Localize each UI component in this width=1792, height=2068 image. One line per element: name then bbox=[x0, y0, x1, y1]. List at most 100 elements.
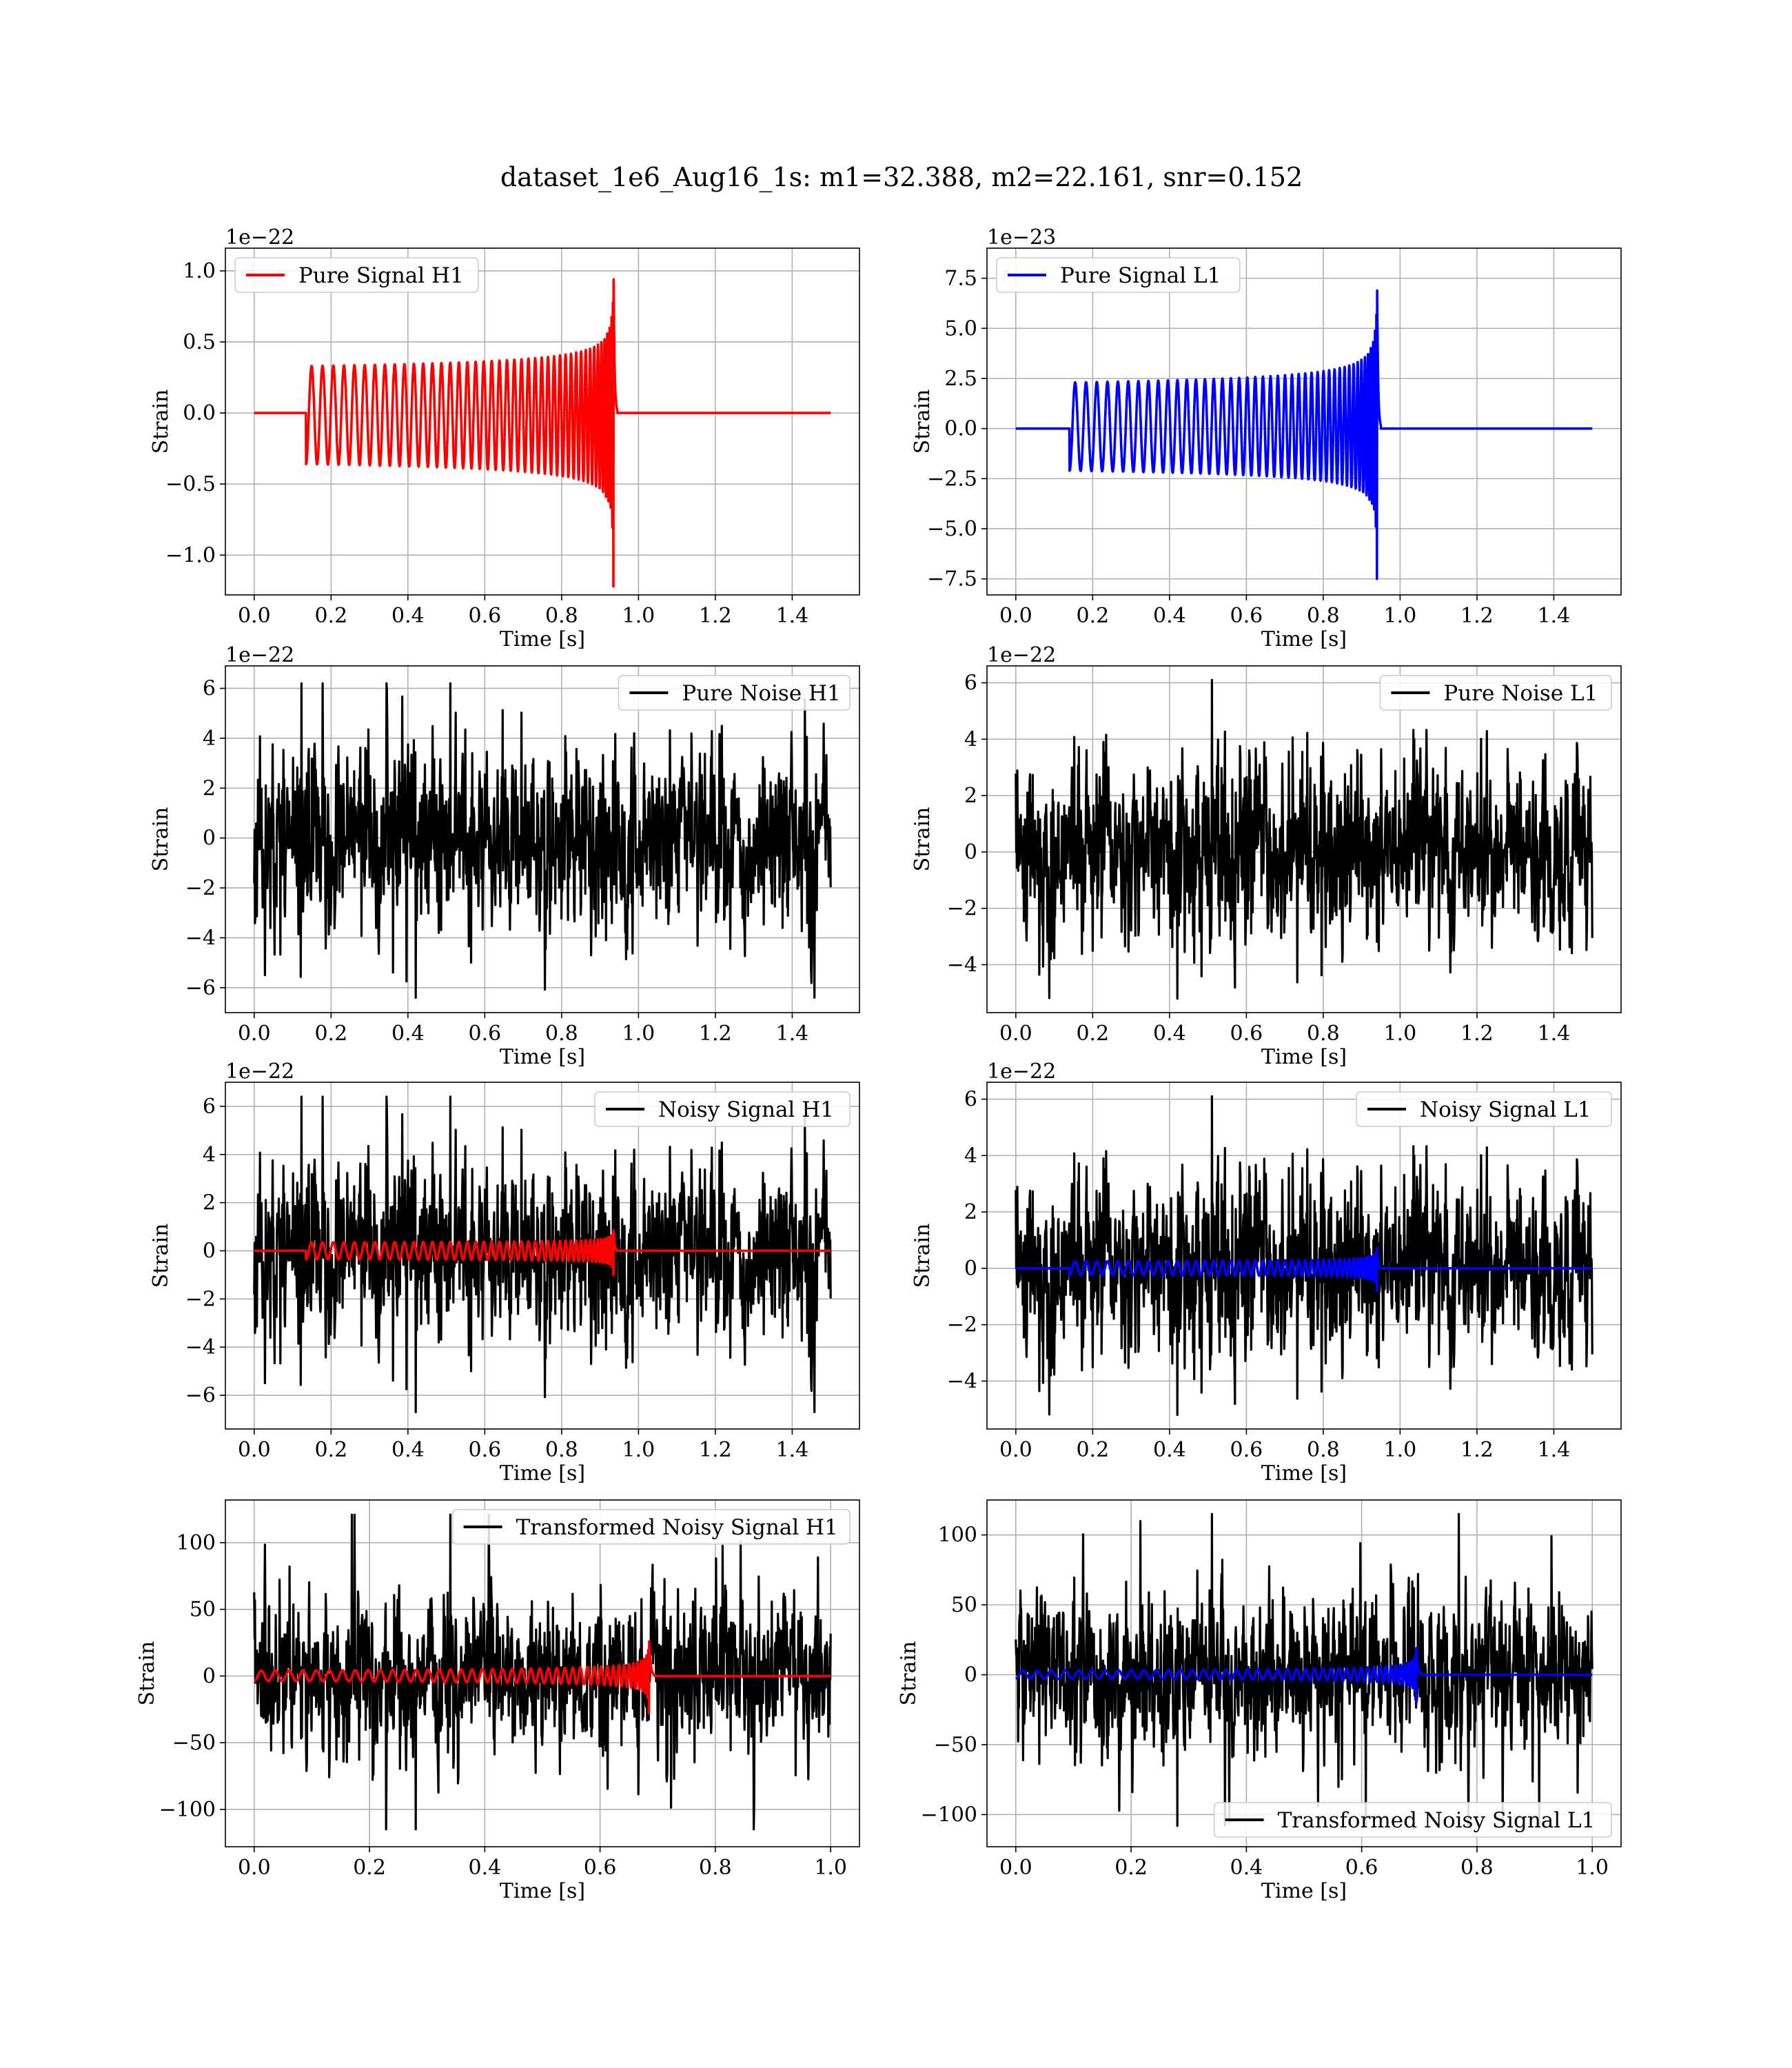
x-tick-label: 0.8 bbox=[1307, 604, 1340, 628]
y-tick-label: −6 bbox=[185, 976, 216, 1000]
series-line-chirp bbox=[253, 1229, 832, 1277]
x-tick-label: 0.6 bbox=[1345, 1856, 1378, 1880]
y-axis-label: Strain bbox=[910, 389, 935, 454]
legend-label: Transformed Noisy Signal L1 bbox=[1278, 1808, 1596, 1833]
x-axis-label: Time [s] bbox=[1261, 627, 1347, 651]
offset-text: 1e−22 bbox=[225, 225, 294, 250]
series-line-noise bbox=[253, 682, 832, 999]
x-tick-label: 0.2 bbox=[314, 604, 347, 628]
series-line-noise bbox=[253, 1513, 832, 1831]
y-tick-label: −2.5 bbox=[927, 467, 977, 491]
x-axis-label: Time [s] bbox=[500, 1045, 585, 1069]
legend-label: Pure Noise L1 bbox=[1443, 681, 1598, 706]
legend-label: Noisy Signal L1 bbox=[1420, 1097, 1591, 1122]
legend: Noisy Signal L1 bbox=[1356, 1091, 1612, 1127]
x-tick-label: 0.2 bbox=[1114, 1856, 1148, 1880]
y-axis-label: Strain bbox=[149, 807, 173, 872]
x-tick-label: 1.0 bbox=[622, 1438, 655, 1462]
y-tick-label: −1.0 bbox=[165, 543, 216, 567]
series-line-noise bbox=[1015, 1512, 1594, 1827]
x-tick-label: 0.8 bbox=[699, 1856, 732, 1880]
series-line-chirp bbox=[253, 1640, 832, 1715]
axes-frame bbox=[986, 1499, 1622, 1847]
y-tick-label: 1.0 bbox=[183, 259, 216, 283]
x-tick-label: 0.8 bbox=[545, 1022, 578, 1046]
y-tick-label: 4 bbox=[964, 1144, 977, 1168]
legend: Transformed Noisy Signal L1 bbox=[1213, 1802, 1612, 1838]
series-group bbox=[253, 278, 832, 588]
legend: Pure Noise H1 bbox=[618, 675, 851, 711]
y-axis-label: Strain bbox=[897, 1641, 921, 1706]
x-axis-label: Time [s] bbox=[1261, 1879, 1347, 1903]
x-tick-label: 0.6 bbox=[584, 1856, 617, 1880]
series-line-noise bbox=[1015, 678, 1594, 1000]
x-tick-label: 1.4 bbox=[776, 604, 809, 628]
axes-frame bbox=[225, 1499, 860, 1847]
x-tick-label: 0.4 bbox=[1153, 1438, 1186, 1462]
offset-text: 1e−22 bbox=[225, 1060, 294, 1084]
y-tick-label: 2 bbox=[964, 784, 977, 808]
subplot-grid: 0.0 0.2 0.4 0.6 0.8 1.0 1.2 1.4 1.0 0.5 0.0 −0.5 −1.… bbox=[135, 225, 1622, 1903]
series-line-chirp bbox=[1015, 1647, 1594, 1704]
legend: Noisy Signal H1 bbox=[594, 1091, 851, 1127]
x-tick-label: 0.8 bbox=[1307, 1022, 1340, 1046]
subplot-transformed-noisy-signal-l1: 0.0 0.2 0.4 0.6 0.8 1.0 100 50 0 −50 −100 Time [s] S… bbox=[897, 1499, 1622, 1903]
figure-title: dataset_1e6_Aug16_1s: m1=32.388, m2=22.1… bbox=[500, 162, 1303, 193]
series-group bbox=[253, 1095, 832, 1414]
legend-box bbox=[618, 675, 851, 711]
series-group bbox=[253, 682, 832, 999]
x-tick-label: 1.2 bbox=[699, 1022, 732, 1046]
legend-box bbox=[996, 257, 1241, 293]
y-tick-label: 0.0 bbox=[183, 401, 216, 425]
x-tick-label: 0.6 bbox=[469, 1022, 502, 1046]
x-tick-label: 1.0 bbox=[1576, 1856, 1609, 1880]
x-tick-label: 0.8 bbox=[1307, 1438, 1340, 1462]
x-tick-label: 1.0 bbox=[622, 1022, 655, 1046]
x-tick-label: 0.4 bbox=[391, 1022, 425, 1046]
x-tick-label: 0.0 bbox=[238, 1438, 271, 1462]
x-tick-label: 1.0 bbox=[814, 1856, 847, 1880]
x-tick-label: 0.2 bbox=[353, 1856, 386, 1880]
y-tick-label: 0 bbox=[964, 840, 977, 864]
offset-text: 1e−22 bbox=[987, 643, 1056, 667]
y-axis-label: Strain bbox=[910, 807, 935, 872]
legend-label: Pure Signal H1 bbox=[298, 263, 464, 288]
y-tick-label: 100 bbox=[938, 1523, 977, 1548]
subplot-noisy-signal-l1: 0.0 0.2 0.4 0.6 0.8 1.0 1.2 1.4 6 4 2 0 −2 −4 Time [s]… bbox=[910, 1060, 1622, 1486]
series-line-chirp bbox=[253, 278, 832, 588]
legend-label: Transformed Noisy Signal H1 bbox=[516, 1515, 838, 1540]
y-tick-label: −7.5 bbox=[927, 567, 977, 591]
x-tick-label: 0.2 bbox=[1076, 1022, 1109, 1046]
x-tick-label: 0.4 bbox=[469, 1856, 502, 1880]
offset-text: 1e−23 bbox=[987, 225, 1056, 250]
x-tick-label: 1.4 bbox=[1538, 604, 1571, 628]
y-tick-label: −100 bbox=[159, 1798, 216, 1822]
x-tick-label: 0.4 bbox=[1153, 604, 1186, 628]
y-axis-label: Strain bbox=[910, 1224, 935, 1288]
y-axis-label: Strain bbox=[149, 1224, 173, 1288]
subplot-noisy-signal-h1: 0.0 0.2 0.4 0.6 0.8 1.0 1.2 1.4 6 4 2 0 −2 −4 −6 Time [… bbox=[149, 1060, 860, 1486]
x-tick-label: 1.2 bbox=[1460, 604, 1494, 628]
legend: Pure Signal H1 bbox=[234, 257, 479, 293]
x-axis-label: Time [s] bbox=[500, 627, 585, 651]
x-tick-label: 1.2 bbox=[699, 1438, 732, 1462]
x-tick-label: 0.4 bbox=[1230, 1856, 1263, 1880]
legend: Pure Signal L1 bbox=[996, 257, 1241, 293]
x-tick-label: 0.4 bbox=[1153, 1022, 1186, 1046]
series-line-chirp bbox=[1015, 1246, 1594, 1292]
x-tick-label: 0.0 bbox=[999, 604, 1032, 628]
series-line-noise bbox=[1015, 1095, 1594, 1417]
x-tick-label: 1.4 bbox=[1538, 1438, 1571, 1462]
y-tick-label: 50 bbox=[951, 1593, 977, 1617]
legend-label: Pure Signal L1 bbox=[1060, 263, 1221, 288]
y-tick-label: 6 bbox=[203, 1095, 216, 1119]
y-tick-label: −6 bbox=[185, 1383, 216, 1408]
x-tick-label: 0.2 bbox=[1076, 1438, 1109, 1462]
x-tick-label: 1.2 bbox=[1460, 1022, 1494, 1046]
y-tick-label: −4 bbox=[185, 926, 216, 950]
y-tick-label: 4 bbox=[964, 727, 977, 751]
y-tick-label: 0.5 bbox=[183, 330, 216, 354]
y-tick-label: −100 bbox=[921, 1803, 977, 1827]
x-axis-label: Time [s] bbox=[500, 1879, 585, 1903]
